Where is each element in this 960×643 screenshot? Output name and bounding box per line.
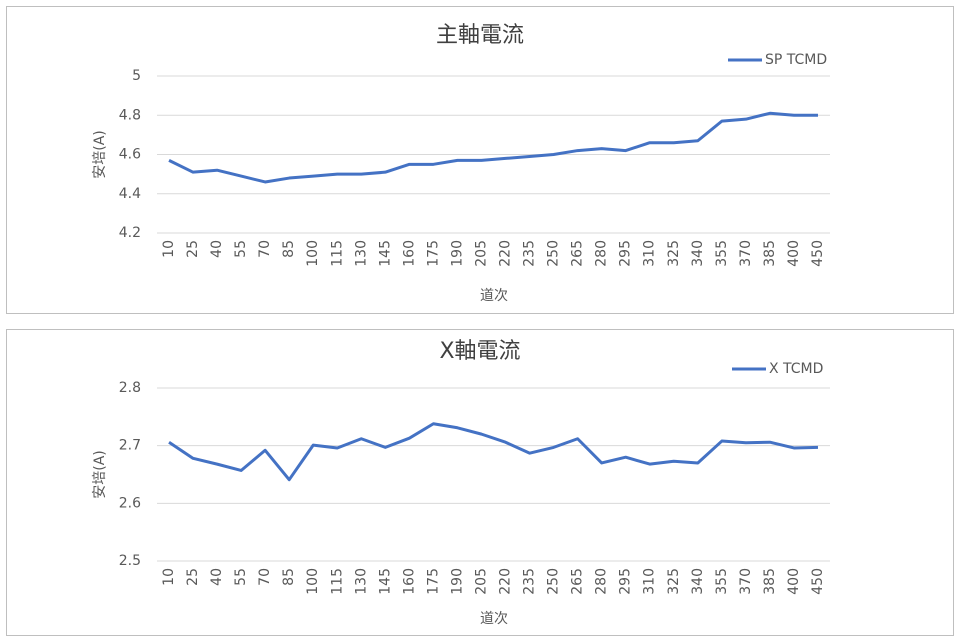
x-tick-label: 400 [786,568,802,595]
x-tick-label: 40 [209,568,225,586]
x-tick-label: 40 [209,240,225,258]
x-tick-label: 55 [233,240,249,258]
x-tick-label: 355 [714,240,730,267]
x-tick-label: 450 [810,568,826,595]
panel [6,329,954,636]
x-tick-label: 70 [257,240,273,258]
chart-title: 主軸電流 [436,23,524,48]
x-tick-label: 340 [690,240,706,267]
legend-label: SP TCMD [765,52,827,68]
x-tick-label: 205 [473,240,489,267]
series-line [168,422,819,482]
x-tick-label: 310 [642,568,658,595]
x-tick-label: 85 [281,240,297,258]
x-tick-label: 370 [738,568,754,595]
x-tick-label: 220 [498,240,514,267]
x-axis-title: 道次 [480,611,508,627]
x-tick-label: 175 [425,568,441,595]
x-tick-label: 400 [786,240,802,267]
x-tick-label: 295 [618,568,634,595]
x-tick-label: 310 [642,240,658,267]
x-tick-label: 10 [161,568,177,586]
x-tick-label: 220 [498,568,514,595]
x-tick-label: 175 [425,240,441,267]
x-tick-label: 55 [233,568,249,586]
y-tick-label: 2.8 [119,380,141,396]
x-tick-label: 130 [353,240,369,267]
x-tick-label: 385 [762,240,778,267]
x-tick-label: 100 [305,568,321,595]
x-tick-label: 325 [666,568,682,595]
series-line [168,111,818,184]
chart-title: X軸電流 [439,339,520,364]
x-tick-label: 280 [594,568,610,595]
x-tick-label: 370 [738,240,754,267]
x-tick-label: 85 [281,568,297,586]
y-tick-label: 4.8 [119,107,141,123]
x-tick-label: 10 [161,240,177,258]
x-tick-label: 325 [666,240,682,267]
x-tick-label: 355 [714,568,730,595]
x-tick-label: 190 [449,568,465,595]
x-axis-title: 道次 [480,288,508,304]
x-tick-label: 295 [618,240,634,267]
x-tick-label: 385 [762,568,778,595]
y-tick-label: 4.6 [119,147,141,163]
x-tick-label: 145 [377,568,393,595]
x-tick-label: 265 [570,568,586,595]
legend-label: X TCMD [769,361,823,377]
x-tick-label: 145 [377,240,393,267]
x-tick-label: 160 [401,240,417,267]
y-axis-title: 安培(A) [92,450,108,499]
x-tick-label: 250 [546,240,562,267]
x-tick-label: 280 [594,240,610,267]
x-tick-label: 115 [329,568,345,595]
x-tick-label: 265 [570,240,586,267]
x-tick-label: 115 [329,240,345,267]
y-tick-label: 5 [132,68,141,84]
x-tick-label: 235 [522,568,538,595]
x-tick-label: 130 [353,568,369,595]
x-tick-label: 100 [305,240,321,267]
x-tick-label: 205 [473,568,489,595]
x-tick-label: 190 [449,240,465,267]
x-tick-label: 450 [810,240,826,267]
y-tick-label: 4.4 [119,186,141,202]
y-axis-title: 安培(A) [92,130,108,179]
x-tick-label: 235 [522,240,538,267]
x-tick-label: 340 [690,568,706,595]
x-tick-label: 25 [185,240,201,258]
y-tick-label: 2.7 [119,438,141,454]
x-tick-label: 250 [546,568,562,595]
y-tick-label: 2.6 [119,495,141,511]
x-tick-label: 160 [401,568,417,595]
x-tick-label: 25 [185,568,201,586]
y-tick-label: 2.5 [119,553,141,569]
y-tick-label: 4.2 [119,225,141,241]
x-tick-label: 70 [257,568,273,586]
